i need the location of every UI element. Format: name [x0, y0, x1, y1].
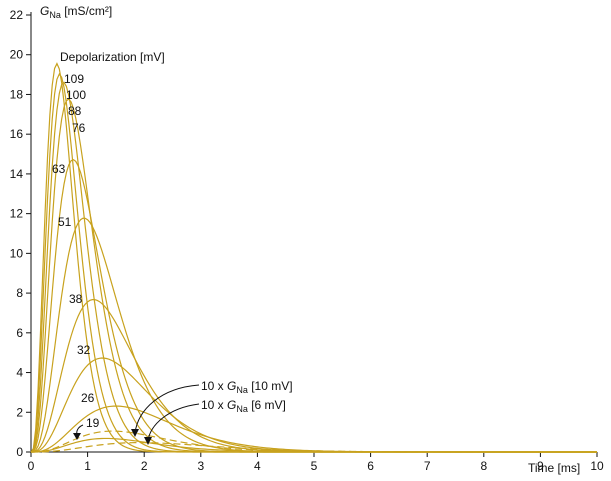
series-line-dashed-11 — [31, 442, 597, 453]
series-label: 19 — [86, 416, 100, 430]
x-tick-label: 4 — [254, 459, 261, 473]
series-line-5 — [30, 217, 597, 453]
series-label: 51 — [58, 215, 72, 229]
x-tick-label: 7 — [424, 459, 431, 473]
x-tick-label: 6 — [367, 459, 374, 473]
y-tick-label: 18 — [10, 87, 24, 101]
series-line-3 — [30, 98, 597, 453]
series-label: 109 — [64, 72, 84, 86]
x-tick-label: 9 — [537, 459, 544, 473]
x-axis-label: Time [ms] — [528, 461, 580, 475]
y-tick-label: 22 — [10, 8, 24, 22]
series-label: 26 — [81, 391, 95, 405]
y-tick-label: 12 — [10, 207, 24, 221]
y-tick-label: 16 — [10, 127, 24, 141]
y-tick-label: 14 — [10, 167, 24, 181]
labels: GNa [mS/cm²] Time [ms] Depolarization [m… — [40, 4, 580, 475]
arrow-19mv-head — [73, 433, 81, 440]
annotation-arrows — [73, 384, 200, 445]
series-label: 76 — [72, 121, 86, 135]
legend-title: Depolarization [mV] — [60, 50, 165, 64]
series-label: 63 — [52, 162, 66, 176]
series-line-2 — [30, 81, 597, 453]
arrow-6mv — [147, 403, 200, 442]
y-tick-label: 0 — [16, 445, 23, 459]
annotation-6mv: 10 x GNa [6 mV] — [201, 398, 286, 414]
series-label: 32 — [77, 343, 91, 357]
arrow-6mv-head — [144, 437, 152, 445]
y-tick-label: 6 — [16, 326, 23, 340]
annotation-10mv: 10 x GNa [10 mV] — [201, 379, 293, 395]
x-tick-label: 3 — [197, 459, 204, 473]
y-tick-label: 10 — [10, 246, 24, 260]
y-axis-label-subscript: Na — [49, 10, 61, 20]
series-line-dashed-10 — [30, 430, 597, 453]
y-tick-label: 8 — [16, 286, 23, 300]
series-line-4 — [30, 158, 597, 453]
x-tick-label: 5 — [311, 459, 318, 473]
arrow-10mv-head — [131, 429, 139, 437]
arrow-10mv — [134, 384, 200, 434]
y-axis-label-symbol: G — [40, 4, 49, 18]
y-tick-label: 4 — [16, 366, 23, 380]
x-tick-label: 1 — [84, 459, 91, 473]
conductance-curves — [30, 62, 597, 453]
y-tick-label: 20 — [10, 48, 24, 62]
x-tick-label: 2 — [141, 459, 148, 473]
series-line-0 — [30, 62, 597, 453]
x-tick-label: 0 — [28, 459, 35, 473]
series-line-1 — [30, 72, 597, 453]
x-tick-label: 8 — [480, 459, 487, 473]
y-axis-label-unit: [mS/cm²] — [64, 4, 112, 18]
x-tick-label: 10 — [590, 459, 604, 473]
y-axis-label: GNa [mS/cm²] — [40, 4, 112, 20]
series-label: 100 — [66, 88, 86, 102]
series-label: 38 — [69, 292, 83, 306]
series-label: 88 — [68, 104, 82, 118]
y-tick-label: 2 — [16, 405, 23, 419]
